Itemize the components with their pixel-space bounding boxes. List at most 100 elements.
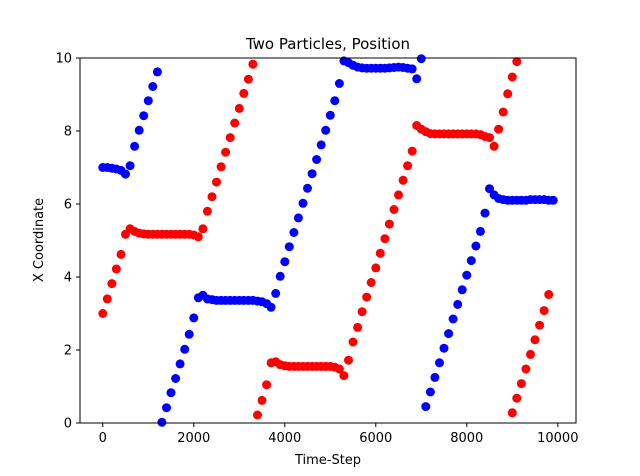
data-point-s1-53 [339,371,349,381]
data-point-s0-41 [284,242,294,252]
x-tick-label: 6000 [359,431,392,446]
data-point-s0-51 [330,96,340,106]
data-point-s0-50 [325,110,335,120]
data-point-s0-9 [139,111,149,121]
data-point-s1-85 [485,133,494,143]
data-point-s1-0 [98,309,108,318]
data-point-s0-19 [184,329,194,339]
data-point-s0-45 [303,183,312,193]
data-point-s1-92 [507,408,517,418]
data-point-s1-60 [371,263,381,273]
data-point-s0-8 [134,125,144,135]
data-point-s0-38 [271,288,281,298]
data-point-s1-26 [216,162,226,172]
data-point-s0-85 [485,184,494,194]
x-tick-label: 10000 [537,431,578,446]
data-point-s1-56 [353,322,363,332]
data-point-s0-81 [466,256,476,266]
x-tick-label: 2000 [177,431,210,446]
data-point-s1-86 [489,141,499,151]
data-point-s0-12 [152,67,162,77]
data-point-s1-97 [530,335,540,345]
data-point-s1-93 [512,393,522,403]
data-point-s1-96 [526,349,535,359]
data-point-s0-44 [298,198,308,208]
data-point-s0-74 [435,358,444,368]
data-point-s0-69 [412,74,422,84]
data-point-s1-68 [407,146,417,156]
data-point-s0-13 [157,417,167,427]
data-point-s1-21 [193,232,203,242]
data-point-s1-36 [262,380,272,390]
data-point-s1-98 [535,320,545,330]
data-point-s0-48 [316,140,326,150]
plot-frame [79,57,577,424]
y-tick-label: 4 [64,271,72,286]
data-point-s0-42 [289,228,299,237]
data-point-s0-49 [321,125,331,135]
y-tick-label: 6 [64,198,72,213]
data-point-s1-24 [207,192,217,202]
data-point-s0-46 [307,169,317,179]
data-point-s1-34 [253,410,262,420]
data-point-s1-65 [394,190,403,200]
data-point-s1-67 [403,161,413,171]
data-point-s0-68 [407,64,417,74]
y-axis-ticks: 0 2 4 6 8 10 [55,52,80,432]
data-point-s1-28 [225,133,235,143]
y-axis-label: X Coordinate [32,198,47,282]
data-point-s0-77 [448,314,458,324]
data-point-s1-99 [539,306,549,316]
data-point-s0-82 [471,241,481,251]
data-point-s1-3 [111,264,121,274]
data-point-s1-87 [494,124,504,134]
data-point-s1-95 [521,364,531,374]
data-point-s0-72 [425,387,435,397]
data-point-s1-31 [239,88,249,98]
y-tick-label: 10 [55,52,72,67]
data-point-s0-11 [148,82,158,91]
data-point-s0-47 [312,155,322,164]
data-point-s1-32 [243,74,253,84]
y-tick-label: 8 [64,125,72,140]
points-layer [98,54,558,427]
data-point-s1-66 [398,175,408,185]
data-point-s1-100 [544,290,554,299]
data-point-s0-40 [280,257,290,267]
data-point-s1-35 [257,395,267,405]
x-tick-label: 4000 [268,431,301,446]
x-axis-label: Time-Step [294,453,361,468]
data-point-s1-55 [348,337,358,347]
data-point-s1-63 [384,219,394,229]
data-point-s0-18 [180,344,190,354]
y-tick-label: 2 [64,344,72,359]
data-point-s1-64 [389,205,399,214]
data-point-s1-54 [344,355,353,365]
data-point-s1-57 [357,307,367,317]
data-point-s1-91 [512,57,522,67]
data-point-s0-7 [130,141,140,151]
data-point-s0-78 [453,299,463,309]
data-point-s0-37 [266,302,276,312]
data-point-s1-94 [516,379,526,389]
data-point-s0-16 [171,374,181,383]
data-point-s0-83 [475,226,485,236]
data-point-s0-43 [293,213,303,223]
data-point-s0-5 [121,169,130,179]
x-tick-label: 0 [99,431,107,446]
data-point-s1-29 [230,118,240,128]
data-point-s0-20 [189,313,199,323]
data-point-s1-89 [503,89,513,99]
x-axis-ticks: 0 2000 4000 6000 8000 10000 [99,423,578,446]
data-point-s0-70 [416,54,426,64]
data-point-s0-80 [462,270,472,280]
data-point-s0-17 [175,359,185,369]
data-point-s1-52 [334,364,344,374]
data-point-s1-88 [498,107,508,117]
data-point-s0-6 [125,161,135,171]
data-point-s0-10 [143,96,153,106]
data-point-s0-75 [439,343,449,353]
data-point-s0-15 [166,388,176,398]
data-point-s1-61 [375,248,385,258]
